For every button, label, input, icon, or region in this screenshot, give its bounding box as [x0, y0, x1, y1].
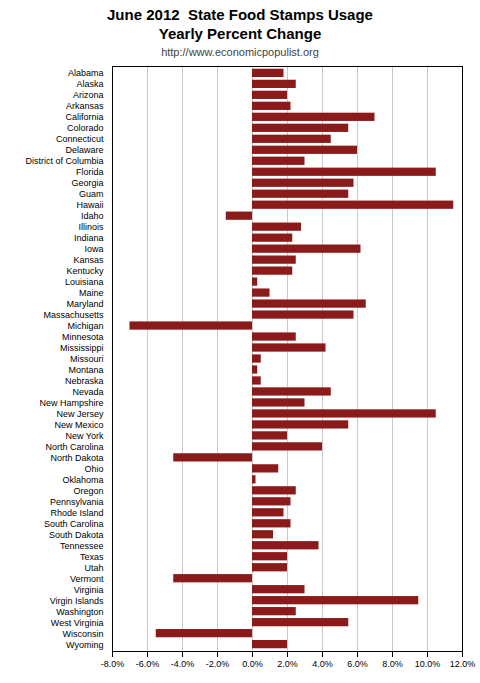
svg-text:4.0%: 4.0%	[312, 658, 333, 668]
svg-text:Virginia: Virginia	[74, 584, 104, 594]
svg-text:Alaska: Alaska	[76, 79, 103, 89]
svg-text:Pennsylvania: Pennsylvania	[50, 496, 104, 506]
svg-text:Alabama: Alabama	[68, 68, 104, 78]
svg-text:-2.0%: -2.0%	[206, 658, 230, 668]
svg-text:New Hampshire: New Hampshire	[39, 397, 103, 407]
html-text:June 2012 State Food Stamps Us: June 2012 State Food Stamps Usage Yearly…	[107, 6, 373, 42]
svg-text:North Carolina: North Carolina	[45, 441, 103, 451]
svg-text:Florida: Florida	[76, 167, 104, 177]
svg-text:Maryland: Maryland	[66, 298, 103, 308]
svg-text:Massachusetts: Massachusetts	[43, 309, 104, 319]
svg-text:Wyoming: Wyoming	[66, 639, 103, 649]
svg-text:0.0%: 0.0%	[242, 658, 263, 668]
svg-text:6.0%: 6.0%	[347, 658, 368, 668]
svg-text:Montana: Montana	[68, 364, 103, 374]
svg-text:Illinois: Illinois	[78, 222, 104, 232]
svg-text:Connecticut: Connecticut	[56, 134, 104, 144]
svg-text:Utah: Utah	[84, 562, 103, 572]
svg-text:-6.0%: -6.0%	[136, 658, 160, 668]
svg-text:South Dakota: South Dakota	[49, 529, 104, 539]
svg-text:North Dakota: North Dakota	[50, 452, 103, 462]
svg-text:-4.0%: -4.0%	[171, 658, 195, 668]
svg-text:Texas: Texas	[80, 551, 104, 561]
svg-text:Idaho: Idaho	[81, 211, 104, 221]
svg-text:Washington: Washington	[56, 606, 103, 616]
svg-text:Hawaii: Hawaii	[76, 200, 103, 210]
svg-text:Guam: Guam	[79, 189, 104, 199]
svg-text:Nevada: Nevada	[72, 386, 103, 396]
svg-text:Tennessee: Tennessee	[60, 540, 104, 550]
svg-text:Kentucky: Kentucky	[66, 265, 104, 275]
svg-text:New Jersey: New Jersey	[56, 408, 104, 418]
svg-text:New Mexico: New Mexico	[54, 419, 103, 429]
svg-text:Rhode Island: Rhode Island	[50, 507, 103, 517]
svg-text:Arkansas: Arkansas	[66, 101, 104, 111]
html-text:http://www.economicpopulist.or: http://www.economicpopulist.org	[161, 45, 319, 58]
svg-text:Louisiana: Louisiana	[65, 276, 104, 286]
svg-text:South Carolina: South Carolina	[44, 518, 104, 528]
svg-text:2.0%: 2.0%	[277, 658, 298, 668]
svg-text:Wisconsin: Wisconsin	[62, 628, 103, 638]
svg-text:Nebraska: Nebraska	[65, 375, 104, 385]
svg-text:California: California	[65, 112, 103, 122]
svg-text:Maine: Maine	[79, 287, 104, 297]
svg-text:Arizona: Arizona	[73, 90, 104, 100]
svg-text:10.0%: 10.0%	[415, 658, 441, 668]
svg-text:Mississippi: Mississippi	[60, 342, 104, 352]
svg-text:Indiana: Indiana	[74, 233, 104, 243]
svg-text:Delaware: Delaware	[65, 145, 103, 155]
svg-text:Missouri: Missouri	[70, 353, 104, 363]
svg-text:Michigan: Michigan	[67, 320, 103, 330]
svg-text:Oregon: Oregon	[73, 485, 103, 495]
svg-text:West Virginia: West Virginia	[51, 617, 104, 627]
svg-text:Minnesota: Minnesota	[62, 331, 104, 341]
svg-text:Kansas: Kansas	[73, 255, 104, 265]
svg-text:-8.0%: -8.0%	[101, 658, 125, 668]
svg-text:District of Columbia: District of Columbia	[25, 156, 103, 166]
svg-text:8.0%: 8.0%	[382, 658, 403, 668]
svg-text:Vermont: Vermont	[70, 573, 104, 583]
svg-text:12.0%: 12.0%	[450, 658, 476, 668]
svg-text:Georgia: Georgia	[71, 178, 103, 188]
svg-text:New York: New York	[65, 430, 104, 440]
svg-text:Iowa: Iowa	[84, 244, 103, 254]
svg-text:Virgin Islands: Virgin Islands	[50, 595, 104, 605]
svg-text:Oklahoma: Oklahoma	[62, 474, 103, 484]
svg-text:Colorado: Colorado	[67, 123, 104, 133]
svg-text:Ohio: Ohio	[84, 463, 103, 473]
